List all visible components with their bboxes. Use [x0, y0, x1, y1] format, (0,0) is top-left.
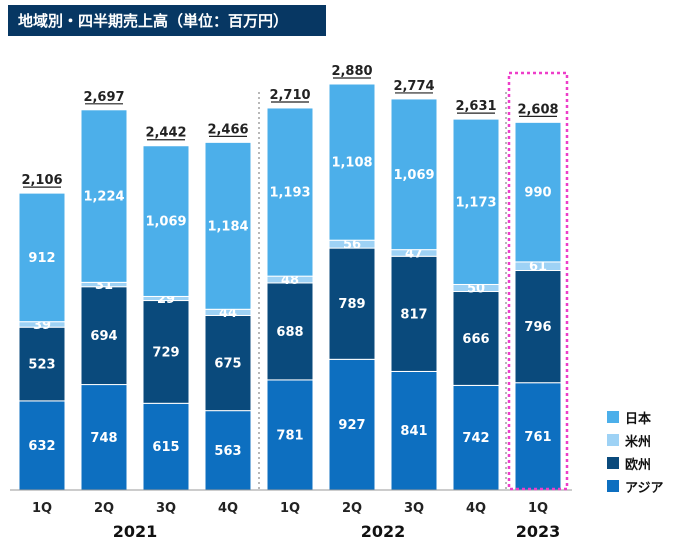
x-tick-label: 3Q — [156, 501, 176, 516]
total-label: 2,631 — [455, 99, 496, 114]
bar-segment-asia — [328, 358, 376, 491]
data-label-asia: 761 — [524, 430, 551, 445]
total-label: 2,697 — [83, 90, 124, 105]
x-tick-label: 1Q — [528, 501, 548, 516]
bar-segment-asia — [452, 384, 500, 491]
data-label-japan: 1,193 — [269, 186, 310, 201]
legend-label-europe: 欧州 — [625, 457, 652, 473]
bar-segment-europe — [390, 255, 438, 372]
bar-segment-asia — [390, 370, 438, 491]
bar-segment-europe — [18, 326, 66, 402]
bar-segment-japan — [18, 192, 66, 323]
bar-segment-japan — [328, 83, 376, 241]
data-label-americas: 48 — [281, 273, 299, 288]
x-tick-label: 1Q — [280, 501, 300, 516]
total-label: 2,774 — [393, 79, 434, 94]
legend: 日本 米州 欧州 アジア — [607, 407, 663, 499]
bar-segment-europe — [328, 247, 376, 360]
data-label-europe: 688 — [276, 325, 303, 340]
bar-segment-japan — [266, 107, 314, 277]
total-label: 2,106 — [21, 173, 62, 188]
bar-segment-europe — [452, 291, 500, 386]
x-tick-label: 4Q — [218, 501, 238, 516]
data-label-asia: 841 — [400, 424, 427, 439]
total-label: 2,710 — [269, 88, 310, 103]
legend-swatch-japan — [607, 411, 619, 423]
data-label-asia: 781 — [276, 428, 303, 443]
bar-segment-asia — [18, 400, 66, 491]
data-label-europe: 789 — [338, 297, 365, 312]
data-label-japan: 1,108 — [331, 156, 372, 171]
bar-segment-asia — [142, 402, 190, 491]
x-tick-label: 4Q — [466, 501, 486, 516]
legend-item-asia: アジア — [607, 476, 663, 496]
bar-segment-japan — [514, 121, 562, 263]
data-label-europe: 817 — [400, 307, 427, 322]
x-tick-label: 2Q — [94, 501, 114, 516]
data-label-asia: 748 — [90, 431, 117, 446]
data-label-americas: 56 — [343, 238, 361, 253]
data-label-japan: 1,069 — [145, 215, 186, 230]
year-label: 2021 — [113, 522, 158, 538]
legend-swatch-asia — [607, 480, 619, 492]
bar-segment-europe — [142, 300, 190, 404]
data-label-japan: 912 — [28, 251, 55, 266]
bar-segment-japan — [80, 109, 128, 283]
year-label: 2022 — [361, 522, 406, 538]
bar-segment-europe — [266, 282, 314, 381]
bar-segment-japan — [390, 98, 438, 251]
data-label-asia: 615 — [152, 440, 179, 455]
data-label-europe: 729 — [152, 345, 179, 360]
total-label: 2,466 — [207, 122, 248, 137]
data-label-europe: 523 — [28, 358, 55, 373]
data-label-europe: 796 — [524, 320, 551, 335]
legend-swatch-americas — [607, 434, 619, 446]
data-label-europe: 675 — [214, 357, 241, 372]
total-label: 2,880 — [331, 64, 372, 79]
data-label-europe: 666 — [462, 332, 489, 347]
total-label: 2,442 — [145, 126, 186, 141]
bar-segment-japan — [204, 141, 252, 310]
bar-segment-japan — [142, 145, 190, 297]
bar-segment-europe — [514, 270, 562, 384]
year-label: 2023 — [516, 522, 561, 538]
data-label-asia: 632 — [28, 439, 55, 454]
data-label-japan: 1,184 — [207, 219, 248, 234]
chart-title: 地域別・四半期売上高（単位：百万円） — [8, 5, 326, 36]
data-label-japan: 1,173 — [455, 195, 496, 210]
data-label-asia: 742 — [462, 431, 489, 446]
legend-label-asia: アジア — [625, 480, 664, 496]
legend-item-europe: 欧州 — [607, 453, 663, 473]
data-label-japan: 1,069 — [393, 168, 434, 183]
data-label-americas: 50 — [467, 281, 485, 296]
bar-segment-asia — [204, 410, 252, 491]
legend-label-japan: 日本 — [625, 411, 652, 427]
bar-segment-europe — [80, 286, 128, 386]
legend-swatch-europe — [607, 457, 619, 469]
legend-item-americas: 米州 — [607, 430, 663, 450]
highlight-box — [507, 71, 569, 491]
data-label-americas: 47 — [405, 246, 423, 261]
data-label-asia: 563 — [214, 444, 241, 459]
data-label-asia: 927 — [338, 418, 365, 433]
data-label-europe: 694 — [90, 329, 117, 344]
bar-segment-asia — [266, 379, 314, 491]
data-label-japan: 1,224 — [83, 190, 124, 205]
bar-segment-japan — [452, 118, 500, 285]
x-tick-label: 1Q — [32, 501, 52, 516]
x-tick-label: 2Q — [342, 501, 362, 516]
data-label-japan: 990 — [524, 186, 551, 201]
data-label-americas: 61 — [529, 260, 547, 275]
legend-label-americas: 米州 — [625, 434, 652, 450]
total-label: 2,608 — [517, 102, 558, 117]
x-tick-label: 3Q — [404, 501, 424, 516]
legend-item-japan: 日本 — [607, 407, 663, 427]
